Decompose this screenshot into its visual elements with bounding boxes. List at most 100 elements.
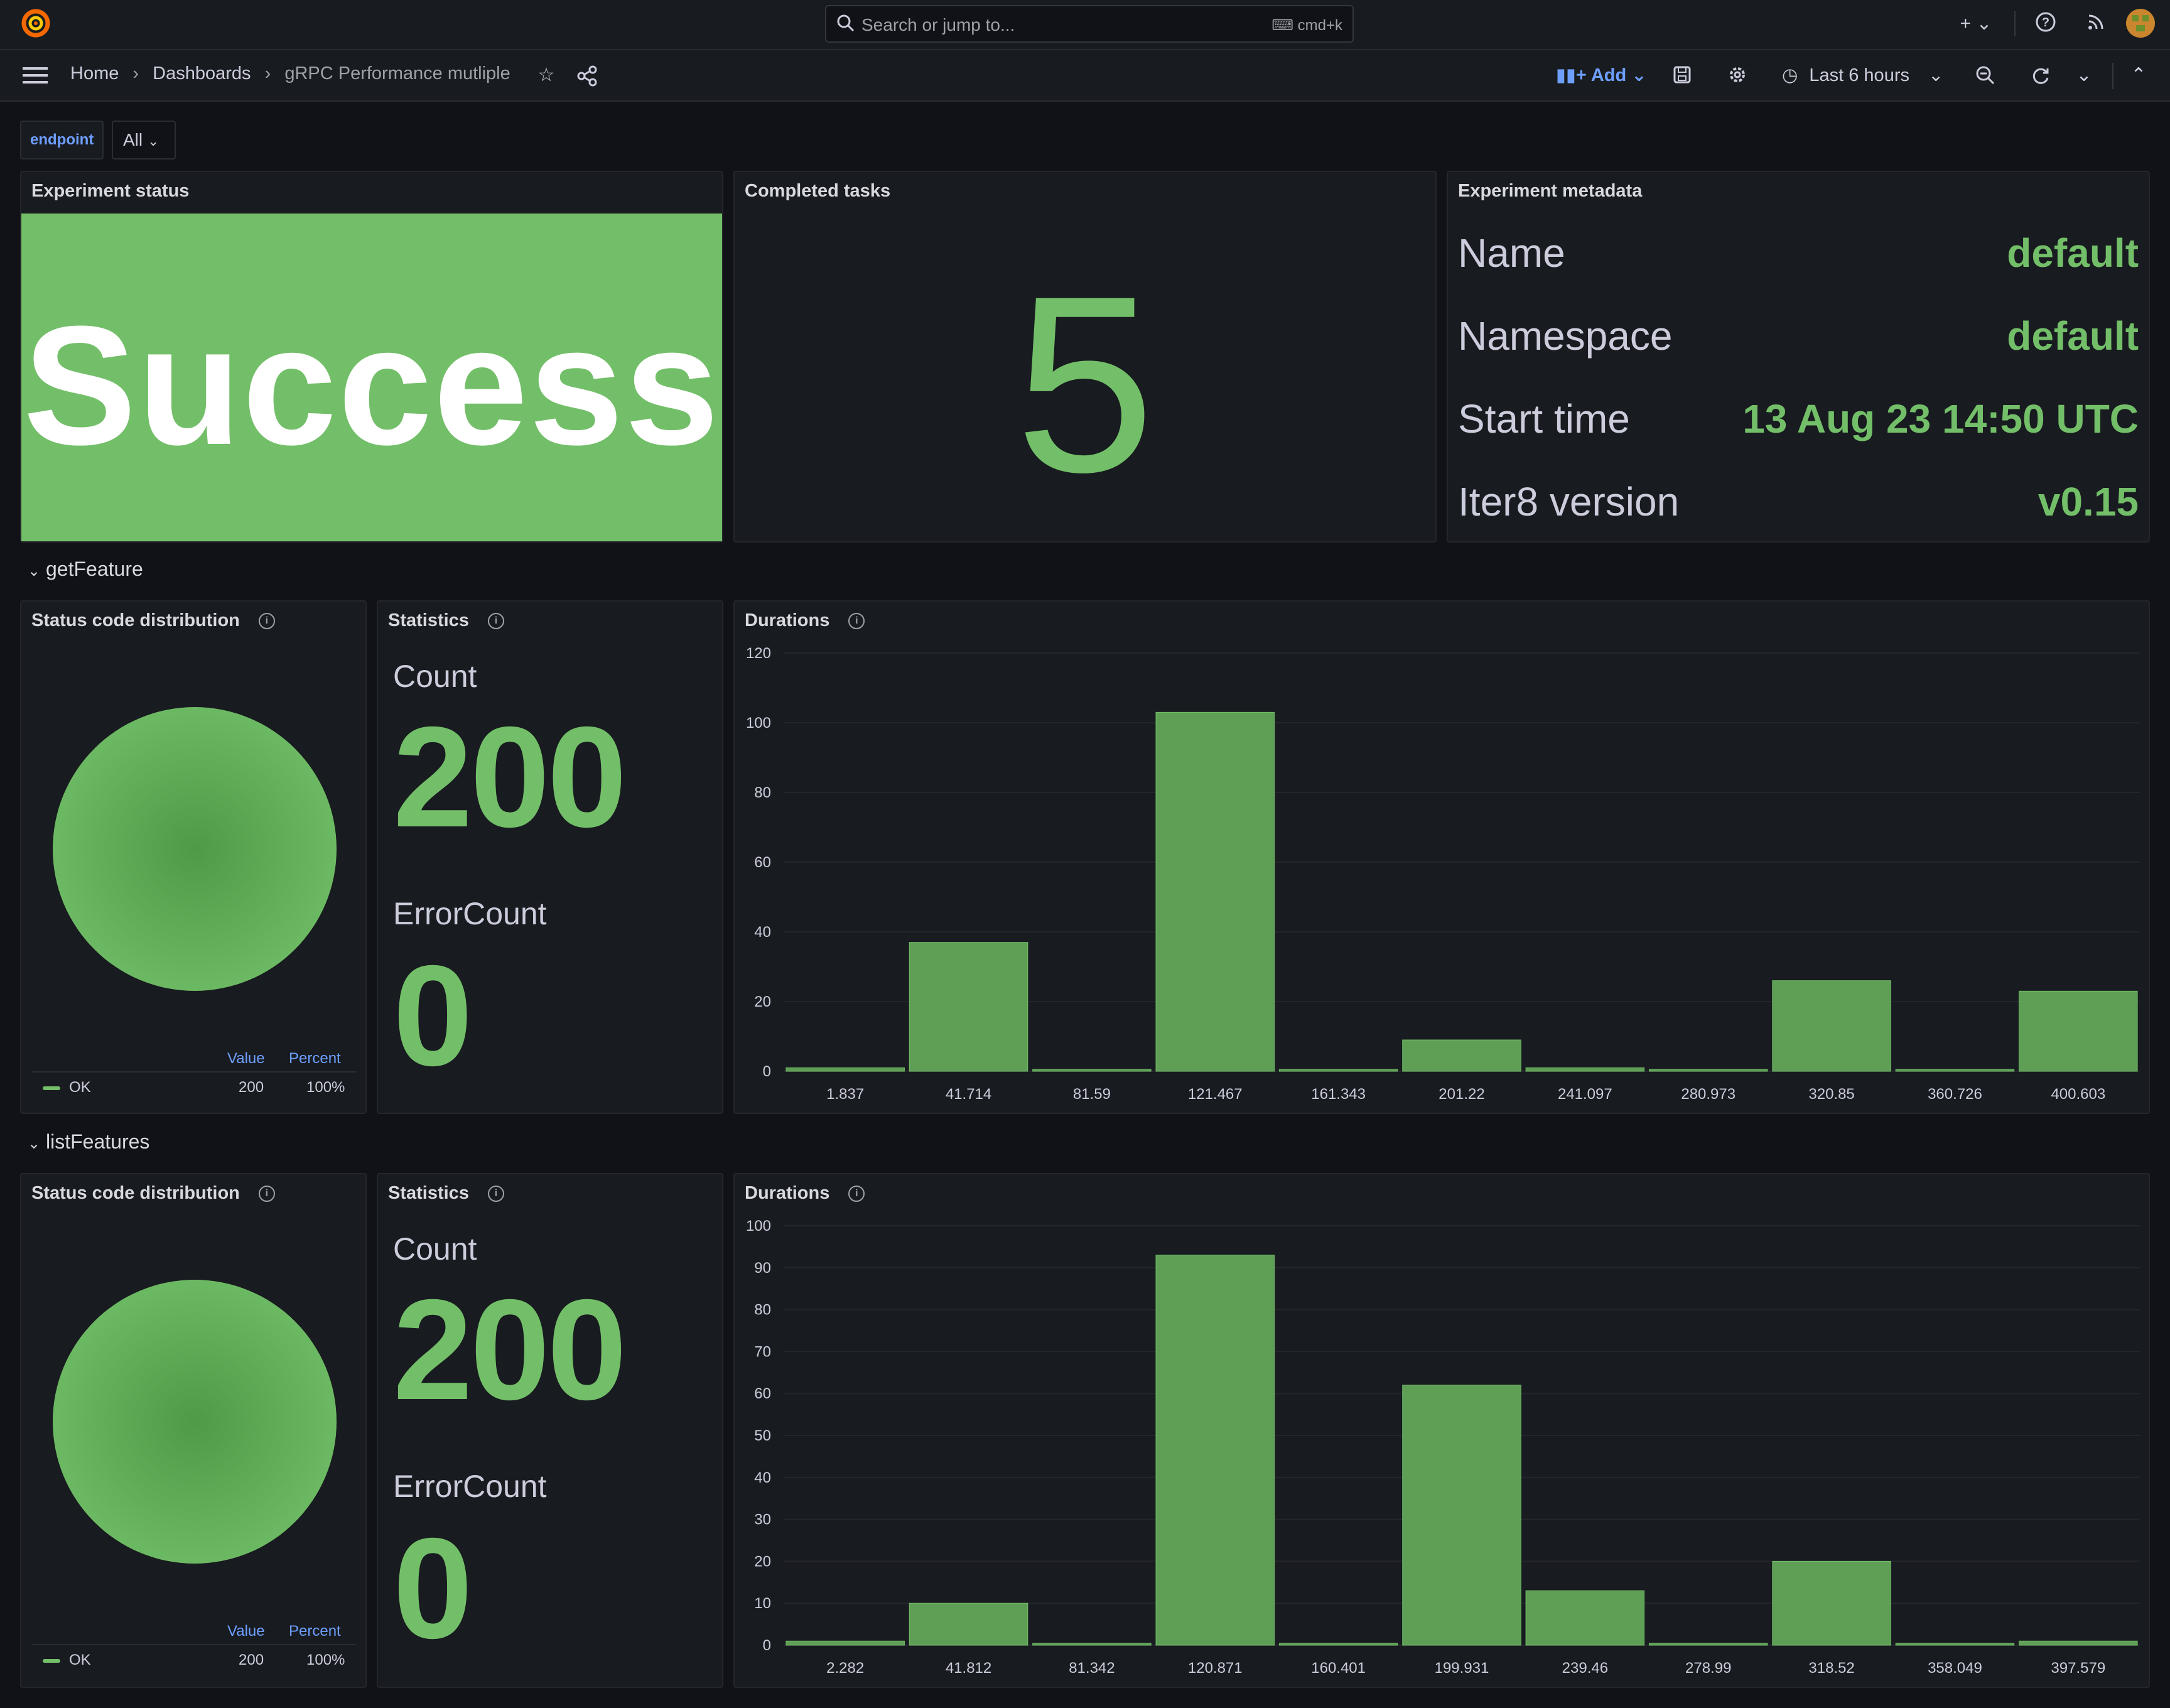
info-icon[interactable]: i [258, 613, 275, 630]
completed-tasks-panel: Completed tasks 5 [733, 171, 1437, 543]
x-tick-label: 400.603 [2051, 1086, 2105, 1103]
x-tick-label: 2.282 [826, 1660, 864, 1677]
x-tick-label: 161.343 [1311, 1086, 1366, 1103]
panel-title: Status code distribution i [31, 1183, 275, 1204]
chevron-down-icon: ⌄ [28, 563, 41, 580]
x-tick-label: 278.99 [1685, 1660, 1731, 1677]
info-icon[interactable]: i [848, 1186, 865, 1203]
panel-title-text: Durations [745, 610, 830, 630]
panel-title: Statistics i [388, 610, 504, 631]
y-tick-label: 120 [746, 645, 771, 662]
search-shortcut: ⌨ cmd+k [1271, 17, 1342, 34]
completed-tasks-value: 5 [1015, 244, 1155, 524]
metadata-key: Start time [1458, 396, 1630, 441]
save-icon[interactable] [1673, 65, 1694, 87]
row-toggle-getfeature[interactable]: ⌄ getFeature [28, 558, 143, 581]
refresh-icon[interactable] [2031, 65, 2052, 87]
news-rss-icon[interactable] [2083, 11, 2108, 40]
share-icon[interactable] [576, 65, 599, 88]
breadcrumb-home[interactable]: Home [70, 63, 119, 84]
refresh-interval-chevron-icon[interactable]: ⌄ [2076, 65, 2092, 85]
new-plus-icon[interactable]: + ⌄ [1960, 13, 1992, 34]
add-button-label: Add [1590, 65, 1627, 85]
x-tick-label: 81.342 [1069, 1660, 1115, 1677]
legend-label[interactable]: OK [69, 1079, 91, 1096]
x-tick-label: 41.714 [946, 1086, 991, 1103]
info-icon[interactable]: i [848, 613, 865, 630]
search-placeholder: Search or jump to... [861, 15, 1015, 35]
bar [909, 942, 1028, 1072]
panel-title: Experiment metadata [1458, 181, 1643, 201]
collapse-chevron-up-icon[interactable]: ⌃ [2130, 65, 2147, 85]
panel-title: Durations i [745, 1183, 865, 1204]
legend-value-header[interactable]: Value [227, 1623, 265, 1640]
variable-endpoint-label: endpoint [20, 121, 104, 159]
row-title: listFeatures [46, 1130, 150, 1153]
panel-title-text: Status code distribution [31, 610, 240, 630]
metadata-value: default [2007, 230, 2139, 276]
info-icon[interactable]: i [487, 1186, 504, 1203]
panel-title: Durations i [745, 610, 865, 631]
search-icon [836, 14, 855, 36]
add-panel-icon: ▮▮+ [1556, 65, 1587, 85]
bar [1772, 980, 1891, 1072]
legend-percent-header[interactable]: Percent [289, 1623, 341, 1640]
bar [1525, 1590, 1645, 1646]
settings-gear-icon[interactable] [1728, 65, 1749, 87]
search-input[interactable]: Search or jump to... ⌨ cmd+k [825, 5, 1354, 43]
metadata-row: Name default [1458, 230, 2139, 293]
panel-title: Completed tasks [745, 181, 891, 201]
divider [31, 1071, 357, 1073]
menu-icon[interactable] [23, 65, 48, 85]
y-tick-label: 100 [746, 715, 771, 732]
add-button[interactable]: ▮▮+ Add ⌄ [1556, 64, 1647, 86]
help-icon[interactable]: ? [2033, 11, 2058, 40]
y-tick-label: 0 [763, 1063, 771, 1080]
durations-bar-chart: 0 10 20 30 40 50 60 70 80 90 100 2.282 41.812 81.342 1… [746, 1218, 2140, 1677]
time-picker[interactable]: ◷ Last 6 hours ⌄ [1782, 64, 1943, 86]
info-icon[interactable]: i [258, 1186, 275, 1203]
x-tick-label: 1.837 [826, 1086, 864, 1103]
legend-label[interactable]: OK [69, 1651, 91, 1668]
zoom-out-icon[interactable] [1975, 65, 1997, 87]
y-tick-label: 40 [754, 1469, 771, 1486]
panel-title-text: Statistics [388, 610, 469, 630]
grafana-logo-icon[interactable] [21, 9, 50, 38]
legend-percent-header[interactable]: Percent [289, 1050, 341, 1067]
metadata-row: Namespace default [1458, 313, 2139, 376]
bar [1402, 1039, 1521, 1072]
time-range-label: Last 6 hours [1809, 65, 1909, 85]
svg-text:?: ? [2042, 16, 2049, 30]
x-tick-label: 318.52 [1808, 1660, 1854, 1677]
bar [909, 1603, 1028, 1646]
row-toggle-listfeatures[interactable]: ⌄ listFeatures [28, 1130, 149, 1154]
panel-title-text: Status code distribution [31, 1183, 240, 1203]
legend-swatch [43, 1086, 60, 1090]
count-value: 200 [393, 1270, 627, 1430]
user-avatar[interactable] [2126, 9, 2155, 38]
page-title: gRPC Performance mutliple [284, 63, 510, 84]
y-tick-label: 10 [754, 1595, 771, 1612]
error-count-value: 0 [393, 936, 473, 1096]
info-icon[interactable]: i [487, 613, 504, 630]
chevron-down-icon: ⌄ [28, 1135, 41, 1152]
y-tick-label: 60 [754, 854, 771, 871]
count-label: Count [393, 1231, 477, 1267]
pie-chart [53, 1280, 337, 1564]
bar [785, 1067, 905, 1072]
legend-percent: 100% [306, 1079, 345, 1096]
y-tick-label: 80 [754, 784, 771, 801]
bar [1772, 1560, 1891, 1646]
x-tick-label: 320.85 [1808, 1086, 1854, 1103]
bar [1648, 1643, 1768, 1646]
breadcrumb-dashboards[interactable]: Dashboards [153, 63, 251, 84]
star-icon[interactable]: ☆ [537, 65, 555, 85]
variable-endpoint-select[interactable]: All ⌄ [112, 121, 176, 159]
metadata-value: 13 Aug 23 14:50 UTC [1742, 396, 2139, 441]
x-tick-label: 239.46 [1562, 1660, 1608, 1677]
bar [2019, 1640, 2138, 1646]
count-label: Count [393, 659, 477, 694]
legend-value-header[interactable]: Value [227, 1050, 265, 1067]
y-tick-label: 60 [754, 1385, 771, 1402]
bar [1032, 1643, 1152, 1646]
